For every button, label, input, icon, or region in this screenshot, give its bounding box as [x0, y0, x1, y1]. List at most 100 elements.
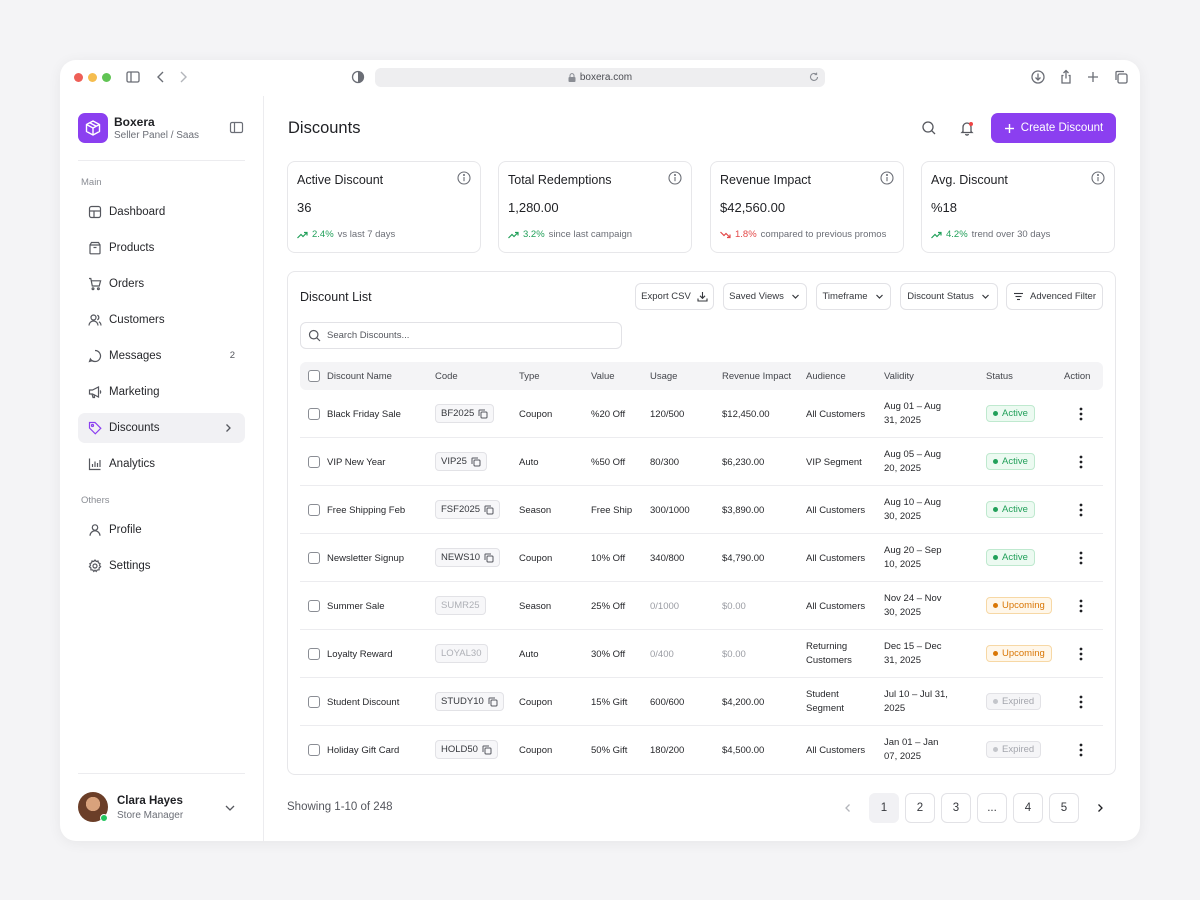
discount-code-chip[interactable]: BF2025: [435, 404, 495, 423]
more-actions-icon[interactable]: [1076, 598, 1086, 614]
row-checkbox[interactable]: [308, 552, 320, 564]
more-actions-icon[interactable]: [1076, 550, 1086, 566]
sidebar-item-analytics[interactable]: Analytics: [78, 449, 245, 479]
sidebar-item-profile[interactable]: Profile: [78, 515, 245, 545]
more-actions-icon[interactable]: [1076, 502, 1086, 518]
copy-icon[interactable]: [478, 409, 488, 419]
table-row[interactable]: Black Friday Sale BF2025 Coupon %20 Off 120/…: [300, 390, 1103, 438]
column-header[interactable]: Code: [435, 371, 458, 382]
discount-status-dropdown[interactable]: Discount Status: [900, 283, 998, 310]
column-header[interactable]: Audience: [806, 371, 846, 382]
more-actions-icon[interactable]: [1076, 454, 1086, 470]
sidebar-item-messages[interactable]: Messages 2: [78, 341, 245, 371]
page-button-3[interactable]: 3: [941, 793, 971, 823]
copy-icon[interactable]: [488, 697, 498, 707]
brand-logo[interactable]: [78, 113, 108, 143]
search-discounts-field[interactable]: [300, 322, 622, 349]
download-icon[interactable]: [1030, 69, 1046, 85]
select-all-checkbox[interactable]: [308, 370, 320, 382]
page-button-2[interactable]: 2: [905, 793, 935, 823]
advanced-filter-button[interactable]: Advenced Filter: [1006, 283, 1103, 310]
page-button-5[interactable]: 5: [1049, 793, 1079, 823]
discount-value: 50% Gift: [591, 745, 628, 756]
sidebar-item-discounts[interactable]: Discounts: [78, 413, 245, 443]
column-header[interactable]: Discount Name: [327, 371, 392, 382]
column-header[interactable]: Revenue Impact: [722, 371, 792, 382]
close-window-button[interactable]: [74, 73, 83, 82]
row-checkbox[interactable]: [308, 504, 320, 516]
discount-code-chip[interactable]: VIP25: [435, 452, 487, 471]
create-discount-button[interactable]: Create Discount: [991, 113, 1116, 143]
more-actions-icon[interactable]: [1076, 406, 1086, 422]
row-checkbox[interactable]: [308, 648, 320, 660]
chevron-down-icon[interactable]: [223, 801, 237, 815]
info-icon[interactable]: [880, 171, 894, 185]
sidebar-item-orders[interactable]: Orders: [78, 269, 245, 299]
row-checkbox[interactable]: [308, 408, 320, 420]
table-row[interactable]: Newsletter Signup NEWS10 Coupon 10% Off 340/…: [300, 534, 1103, 582]
copy-icon[interactable]: [484, 553, 494, 563]
previous-page-icon[interactable]: [841, 801, 855, 815]
stat-change-note: compared to previous promos: [760, 229, 887, 240]
info-icon[interactable]: [457, 171, 471, 185]
tabs-overview-icon[interactable]: [1113, 69, 1129, 85]
search-icon[interactable]: [921, 120, 937, 136]
saved-views-dropdown[interactable]: Saved Views: [723, 283, 807, 310]
privacy-shield-icon[interactable]: [350, 69, 366, 85]
sidebar-item-products[interactable]: Products: [78, 233, 245, 263]
info-icon[interactable]: [668, 171, 682, 185]
copy-icon[interactable]: [471, 457, 481, 467]
next-page-icon[interactable]: [1093, 801, 1107, 815]
copy-icon[interactable]: [484, 505, 494, 515]
info-icon[interactable]: [1091, 171, 1105, 185]
column-header[interactable]: Usage: [650, 371, 678, 382]
table-row[interactable]: Loyalty Reward LOYAL30 Auto 30% Off 0/400 $0.…: [300, 630, 1103, 678]
more-actions-icon[interactable]: [1076, 646, 1086, 662]
discount-code-chip[interactable]: FSF2025: [435, 500, 501, 519]
discount-code-chip[interactable]: NEWS10: [435, 548, 501, 567]
column-header[interactable]: Validity: [884, 371, 914, 382]
minimize-window-button[interactable]: [88, 73, 97, 82]
search-discounts-input[interactable]: [327, 330, 607, 341]
column-header[interactable]: Value: [591, 371, 615, 382]
table-row[interactable]: Free Shipping Feb FSF2025 Season Free Ship 3…: [300, 486, 1103, 534]
page-ellipsis[interactable]: ...: [977, 793, 1007, 823]
sidebar-item-marketing[interactable]: Marketing: [78, 377, 245, 407]
status-label: Expired: [1002, 744, 1035, 755]
sidebar-item-dashboard[interactable]: Dashboard: [78, 197, 245, 227]
row-checkbox[interactable]: [308, 600, 320, 612]
table-row[interactable]: Holiday Gift Card HOLD50 Coupon 50% Gift 180…: [300, 726, 1103, 774]
back-icon[interactable]: [153, 69, 169, 85]
sidebar-item-customers[interactable]: Customers: [78, 305, 245, 335]
more-actions-icon[interactable]: [1076, 742, 1086, 758]
address-bar[interactable]: boxera.com: [375, 68, 825, 87]
export-csv-button[interactable]: Export CSV: [635, 283, 714, 310]
discount-type: Auto: [519, 457, 539, 468]
table-row[interactable]: VIP New Year VIP25 Auto %50 Off 80/300 $6,230…: [300, 438, 1103, 486]
column-header[interactable]: Status: [986, 371, 1013, 382]
collapse-sidebar-icon[interactable]: [229, 120, 244, 135]
table-row[interactable]: Student Discount STUDY10 Coupon 15% Gift 600…: [300, 678, 1103, 726]
row-checkbox[interactable]: [308, 696, 320, 708]
maximize-window-button[interactable]: [102, 73, 111, 82]
sidebar-item-settings[interactable]: Settings: [78, 551, 245, 581]
row-checkbox[interactable]: [308, 456, 320, 468]
page-button-4[interactable]: 4: [1013, 793, 1043, 823]
forward-icon[interactable]: [175, 69, 191, 85]
discount-code-chip[interactable]: STUDY10: [435, 692, 504, 711]
plus-icon: [1004, 123, 1015, 134]
share-icon[interactable]: [1058, 69, 1074, 85]
discount-code-chip[interactable]: HOLD50: [435, 740, 498, 759]
more-actions-icon[interactable]: [1076, 694, 1086, 710]
sidebar-toggle-icon[interactable]: [125, 69, 141, 85]
column-header[interactable]: Type: [519, 371, 540, 382]
validity: Dec 15 – Dec 31, 2025: [884, 641, 942, 666]
page-button-1[interactable]: 1: [869, 793, 899, 823]
timeframe-dropdown[interactable]: Timeframe: [816, 283, 891, 310]
stat-change-percent: 4.2%: [946, 229, 968, 240]
copy-icon[interactable]: [482, 745, 492, 755]
table-row[interactable]: Summer Sale SUMR25 Season 25% Off 0/1000 $0.0…: [300, 582, 1103, 630]
reload-icon[interactable]: [808, 71, 820, 83]
new-tab-icon[interactable]: [1085, 69, 1101, 85]
row-checkbox[interactable]: [308, 744, 320, 756]
